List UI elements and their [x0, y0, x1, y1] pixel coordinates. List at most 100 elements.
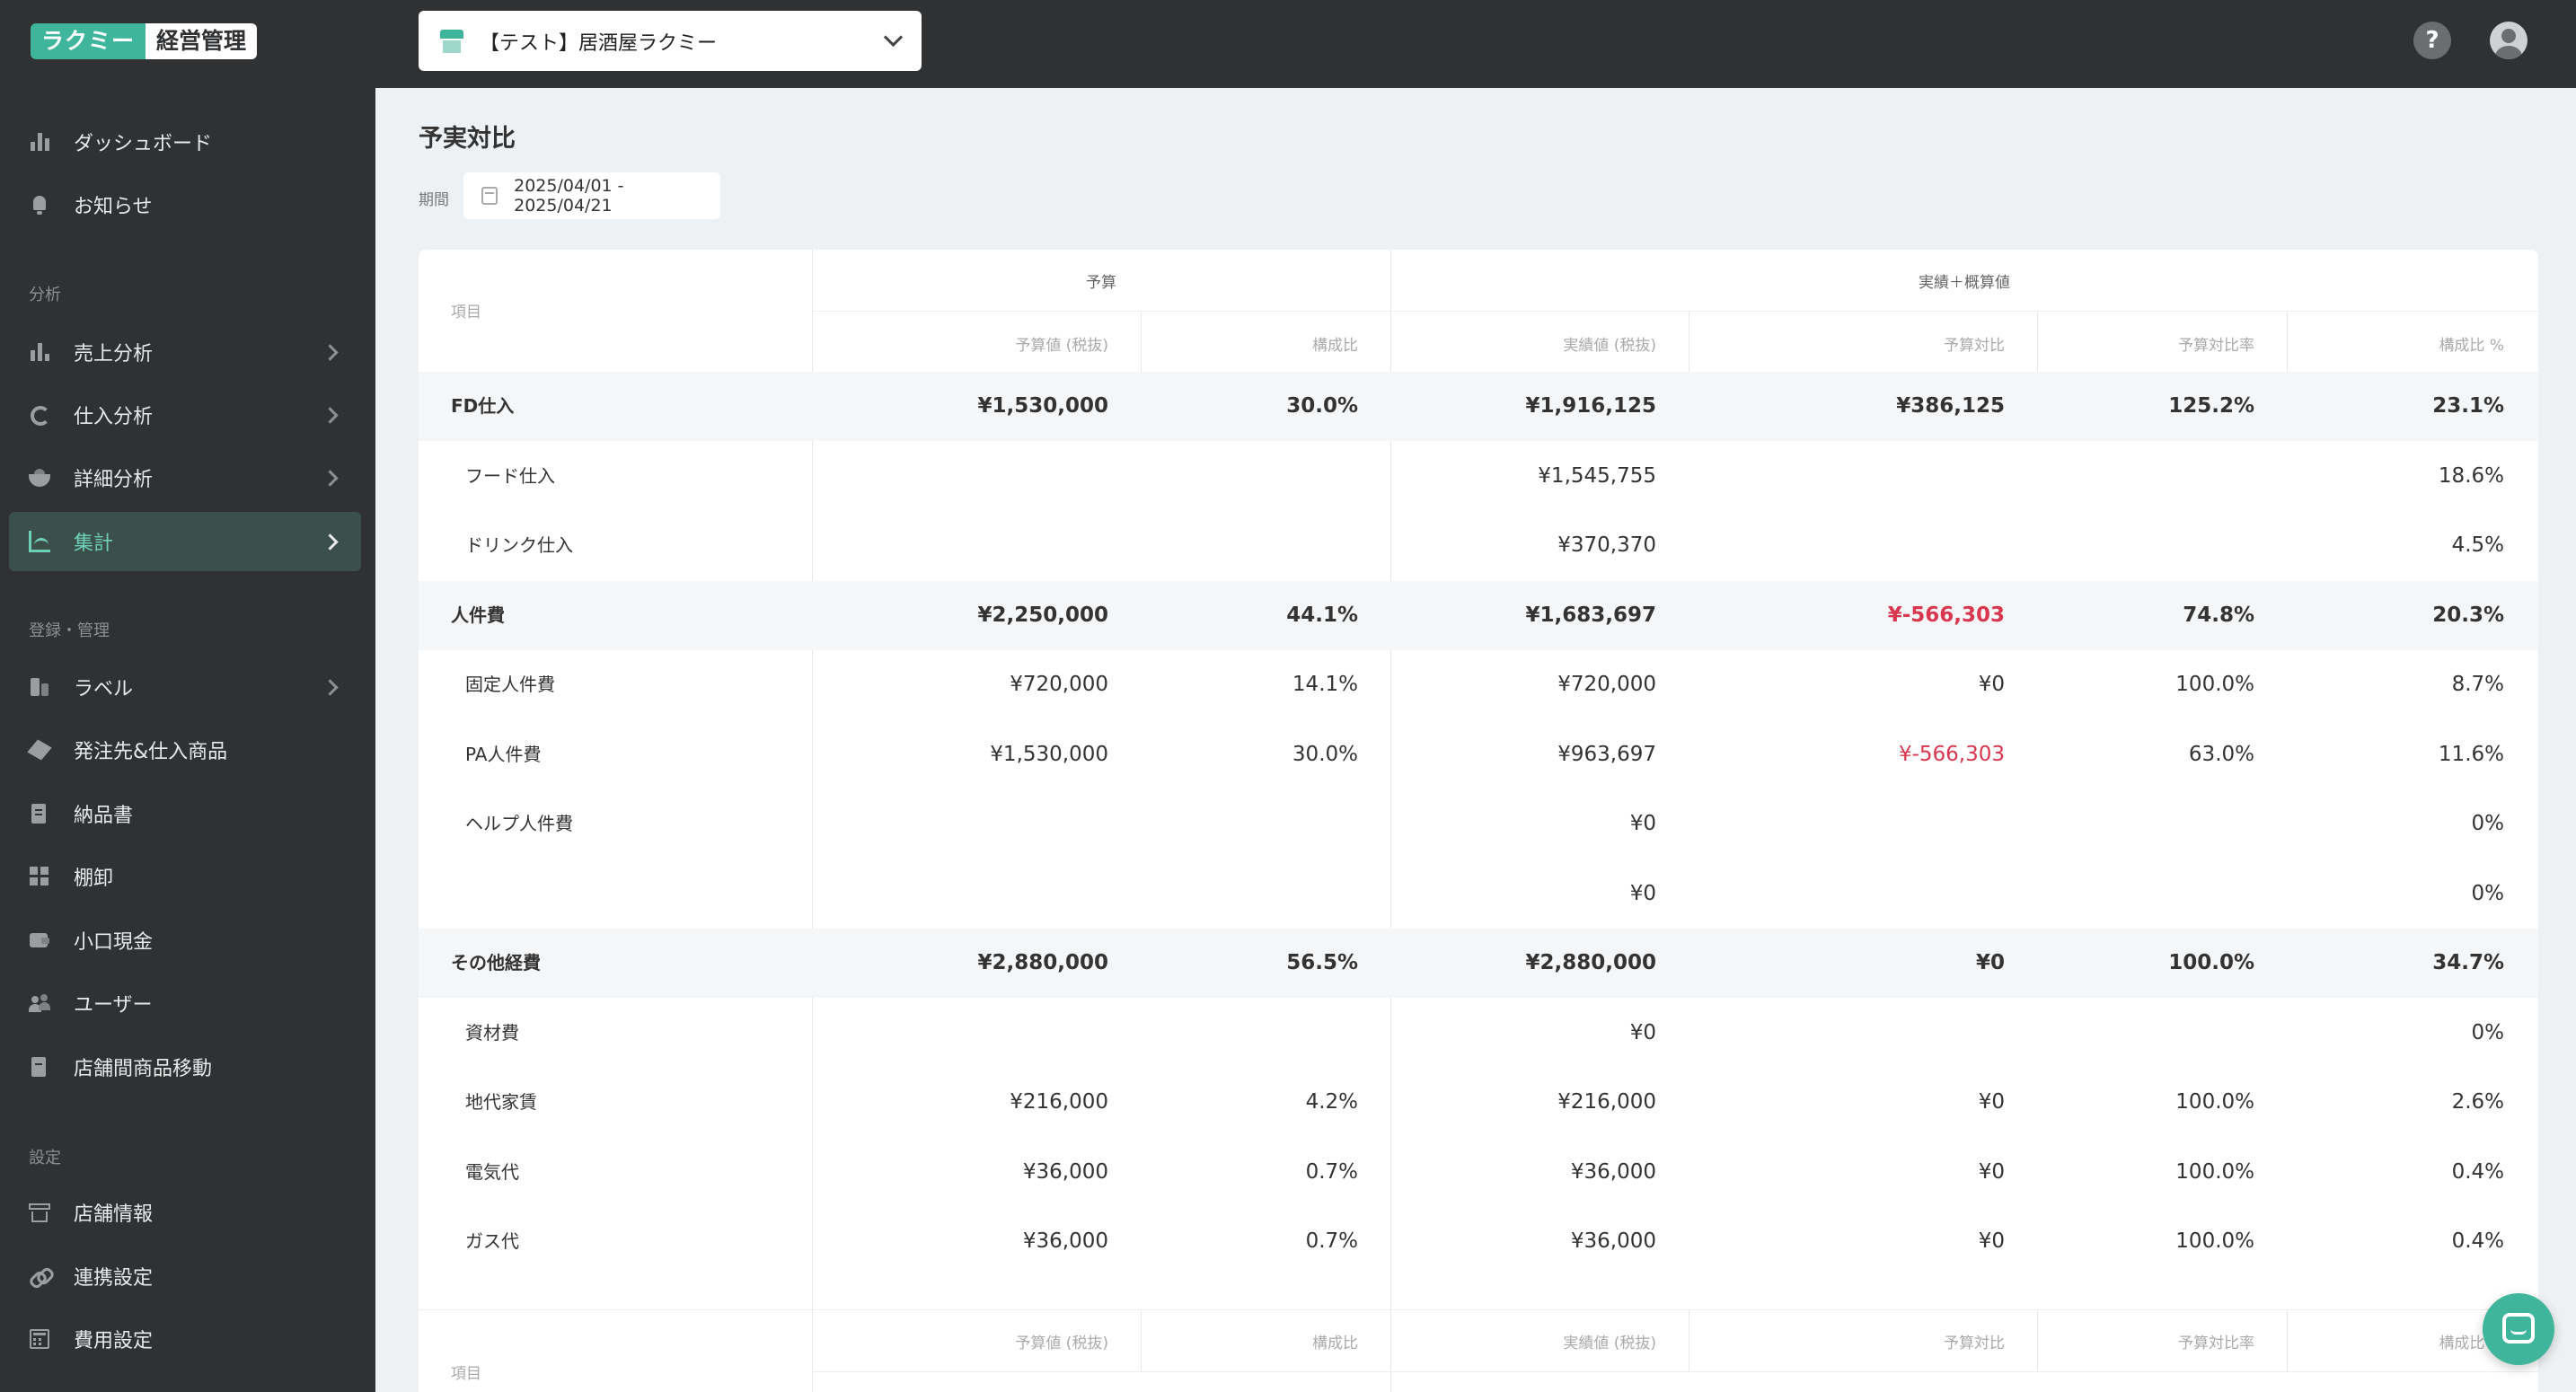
sidebar-item-store-transfer[interactable]: 店舗間商品移動: [9, 1037, 361, 1097]
user-avatar-button[interactable]: [2490, 22, 2527, 59]
shelf-icon: [29, 866, 50, 887]
table-row[interactable]: ヘルプ人件費 ¥0 0%: [419, 789, 2538, 859]
cell-share: 0.4%: [2451, 1229, 2504, 1253]
top-bar: ラクミー 経営管理 【テスト】居酒屋ラクミー ?: [0, 0, 2576, 88]
table-row[interactable]: FD仕入 ¥1,530,000 30.0% ¥1,916,125 ¥386,125 125…: [419, 372, 2538, 441]
table-row[interactable]: その他経費 ¥2,880,000 56.5% ¥2,880,000 ¥0 100.0% 34…: [419, 929, 2538, 998]
table-row[interactable]: PA人件費 ¥1,530,000 30.0% ¥963,697 ¥-566,303 63.…: [419, 720, 2538, 789]
cell-budget: ¥36,000: [1022, 1159, 1108, 1184]
sidebar-item-petty-cash[interactable]: 小口現金: [9, 911, 361, 970]
app-logo[interactable]: ラクミー 経営管理: [31, 23, 258, 59]
column-header[interactable]: 予算対比率: [2178, 337, 2254, 355]
cell-diff: ¥0: [1978, 1229, 2005, 1253]
column-header: 予算対比率: [2178, 1335, 2254, 1352]
cell-actual: ¥720,000: [1557, 673, 1656, 696]
cell-share: 0.4%: [2451, 1159, 2504, 1184]
users-icon: [29, 992, 50, 1014]
cell-actual: ¥2,880,000: [1525, 951, 1656, 974]
store-icon: [29, 1202, 50, 1223]
table-row[interactable]: ドリンク仕入 ¥370,370 4.5%: [419, 511, 2538, 580]
table-row[interactable]: 人件費 ¥2,250,000 44.1% ¥1,683,697 ¥-566,303 74.…: [419, 580, 2538, 650]
sidebar-item-delivery-note[interactable]: 納品書: [9, 784, 361, 843]
sidebar-item-label-settings[interactable]: ラベル: [9, 657, 361, 717]
sidebar-item-suppliers[interactable]: 発注先&仕入商品: [9, 720, 361, 780]
sidebar-item-cost-settings[interactable]: 費用設定: [9, 1309, 361, 1369]
row-item-label: ヘルプ人件費: [465, 813, 573, 834]
cell-diff: ¥0: [1978, 673, 2005, 696]
calendar-icon: [481, 187, 498, 205]
row-item-label: ドリンク仕入: [465, 534, 573, 556]
table-row[interactable]: 電気代 ¥36,000 0.7% ¥36,000 ¥0 100.0% 0.4%: [419, 1138, 2538, 1207]
cell-share: 20.3%: [2432, 603, 2504, 627]
table-row[interactable]: フード仕入 ¥1,545,755 18.6%: [419, 442, 2538, 511]
row-item-label: その他経費: [451, 952, 541, 974]
table-row[interactable]: ガス代 ¥36,000 0.7% ¥36,000 ¥0 100.0% 0.4%: [419, 1207, 2538, 1276]
sidebar-item-label: 売上分析: [74, 343, 154, 366]
column-header[interactable]: 予算対比: [1944, 337, 2005, 355]
cell-ratio: 44.1%: [1286, 603, 1358, 627]
sidebar-item-purchase-analysis[interactable]: 仕入分析: [9, 385, 361, 445]
sidebar-item-users[interactable]: ユーザー: [9, 974, 361, 1033]
cell-actual: ¥963,697: [1557, 742, 1656, 766]
cell-share: 34.7%: [2432, 951, 2504, 974]
cell-share: 0%: [2471, 1020, 2505, 1044]
cell-ratio: 30.0%: [1292, 742, 1358, 766]
chat-support-button[interactable]: [2483, 1293, 2554, 1365]
item-column-header: 項目: [451, 1365, 481, 1383]
cell-actual: ¥370,370: [1557, 533, 1656, 557]
pie-chart-icon: [29, 404, 50, 426]
sidebar-item-inventory[interactable]: 棚卸: [9, 847, 361, 906]
table-row[interactable]: ¥0 0%: [419, 859, 2538, 929]
cell-actual: ¥1,683,697: [1525, 603, 1656, 627]
cell-share: 4.5%: [2451, 533, 2504, 557]
sidebar-item-news[interactable]: お知らせ: [9, 175, 361, 234]
cell-share: 23.1%: [2432, 394, 2504, 418]
table-row[interactable]: 地代家賃 ¥216,000 4.2% ¥216,000 ¥0 100.0% 2.6%: [419, 1068, 2538, 1137]
sidebar-item-dashboard[interactable]: ダッシュボード: [9, 112, 361, 172]
cell-diff: ¥0: [1975, 951, 2005, 974]
cell-ratio: 4.2%: [1305, 1090, 1358, 1114]
cell-actual: ¥36,000: [1570, 1229, 1656, 1253]
cell-actual: ¥0: [1629, 812, 1656, 835]
row-item-label: 人件費: [451, 603, 505, 626]
column-header: 構成比: [1312, 1335, 1358, 1352]
group-header-budget: 予算: [1086, 274, 1116, 292]
label-icon: [29, 676, 50, 698]
chat-icon: [2502, 1313, 2535, 1344]
cell-ratio: 14.1%: [1292, 673, 1358, 696]
cell-budget: ¥36,000: [1022, 1229, 1108, 1253]
section-label-analysis: 分析: [29, 286, 61, 304]
logo-product: 経営管理: [146, 23, 258, 59]
sidebar-item-store-info[interactable]: 店舗情報: [9, 1183, 361, 1242]
column-header[interactable]: 予算値 (税抜): [1015, 337, 1108, 355]
row-item-label: PA人件費: [465, 743, 542, 765]
table-row[interactable]: 固定人件費 ¥720,000 14.1% ¥720,000 ¥0 100.0% 8.7%: [419, 650, 2538, 719]
sidebar-item-label: 納品書: [74, 805, 134, 827]
sidebar-item-aggregate[interactable]: 集計: [9, 512, 361, 571]
sidebar-item-detail-analysis[interactable]: 詳細分析: [9, 448, 361, 507]
chart-icon: [29, 131, 50, 153]
table-row[interactable]: 資材費 ¥0 0%: [419, 999, 2538, 1068]
link-icon: [27, 1265, 57, 1291]
wallet-icon: [29, 929, 50, 951]
sidebar-item-label: 詳細分析: [74, 469, 154, 491]
column-header: 予算値 (税抜): [1015, 1335, 1108, 1352]
column-header[interactable]: 構成比: [1312, 337, 1358, 355]
cell-budget: ¥720,000: [1010, 673, 1108, 696]
cell-share: 18.6%: [2438, 463, 2504, 488]
sidebar-item-integration[interactable]: 連携設定: [9, 1247, 361, 1306]
period-picker[interactable]: 2025/04/01 - 2025/04/21: [463, 172, 720, 219]
transfer-icon: [29, 1056, 50, 1078]
calculator-icon: [29, 1328, 50, 1350]
cell-diff: ¥386,125: [1896, 394, 2005, 418]
column-header[interactable]: 構成比 %: [2439, 337, 2504, 355]
sidebar-item-sales-analysis[interactable]: 売上分析: [9, 322, 361, 382]
help-button[interactable]: ?: [2413, 22, 2451, 59]
bell-icon: [29, 194, 50, 216]
receipt-icon: [29, 803, 50, 824]
cell-actual: ¥0: [1629, 881, 1656, 905]
store-selector[interactable]: 【テスト】居酒屋ラクミー: [419, 11, 922, 71]
column-header[interactable]: 実績値 (税抜): [1563, 337, 1656, 355]
sidebar-item-label: 棚卸: [74, 868, 114, 890]
budget-actual-table: 項目 予算 実績＋概算値 予算値 (税抜) 構成比 実績値 (税抜) 予算対比 …: [419, 250, 2538, 1392]
